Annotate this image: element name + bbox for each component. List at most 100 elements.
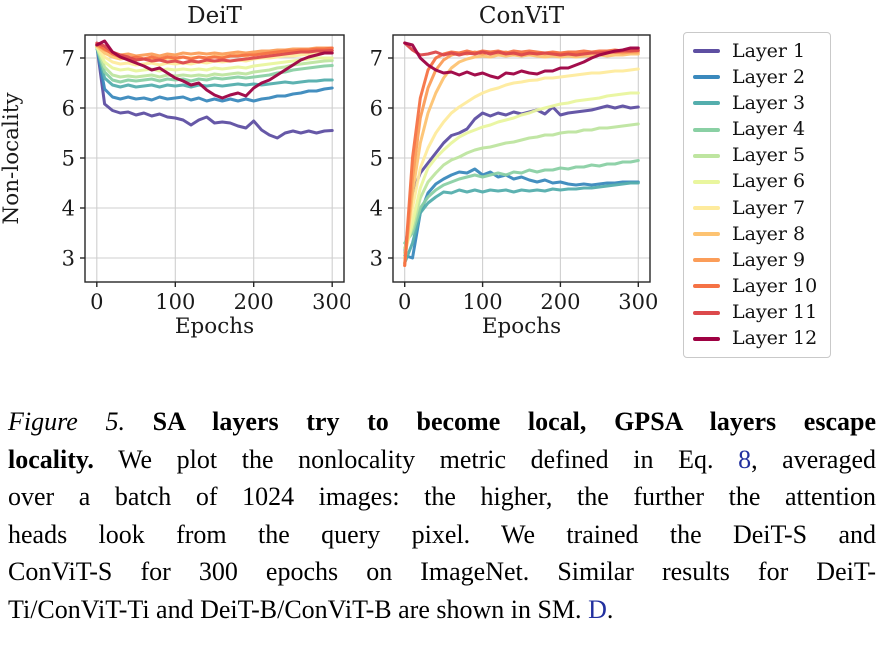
legend-item: Layer 6	[684, 169, 830, 194]
legend-label: Layer 2	[732, 65, 806, 88]
legend-line-swatch	[693, 101, 720, 106]
legend-label: Layer 12	[732, 327, 818, 350]
legend-line-swatch	[693, 179, 720, 184]
y-tick-label: 4	[370, 197, 383, 221]
series-layer-3-line	[95, 45, 334, 89]
legend-label: Layer 1	[732, 39, 806, 62]
layer-legend: Layer 1 Layer 2 Layer 3 Layer 4 Layer 5 Layer…	[683, 32, 831, 358]
legend-line-swatch	[693, 75, 720, 80]
legend-line-swatch	[693, 310, 720, 315]
caption-text-segment: over a batch of 1024 images: the higher,…	[8, 482, 876, 512]
legend-item: Layer 10	[684, 274, 830, 299]
deit-chart: 0 100 200 300 3 4 5 6 7 DeiT Epochs Non-locality	[0, 3, 350, 339]
x-tick-label: 200	[540, 290, 580, 314]
y-tick-label: 4	[62, 197, 75, 221]
legend-item: Layer 1	[684, 39, 830, 64]
x-tick-label: 0	[398, 290, 411, 314]
legend-item: Layer 11	[684, 300, 830, 325]
y-tick-label: 6	[370, 97, 383, 121]
legend-item: Layer 2	[684, 65, 830, 90]
legend-label: Layer 6	[732, 170, 806, 193]
legend-label: Layer 3	[732, 91, 806, 114]
legend-label: Layer 4	[732, 118, 806, 141]
series-layer-12-line	[95, 39, 334, 100]
series-layer-1-line	[95, 44, 334, 140]
series-layer-3-line	[403, 181, 640, 265]
caption-text-segment: ConViT-S for 300 epochs on ImageNet. Sim…	[8, 557, 876, 587]
y-tick-label: 3	[370, 247, 383, 271]
legend-label: Layer 7	[732, 196, 806, 219]
caption-text-segment: SA layers try to become local, GPSA laye…	[152, 407, 876, 436]
legend-line-swatch	[693, 336, 720, 341]
x-tick-label: 0	[90, 290, 103, 314]
y-tick-label: 5	[370, 147, 383, 171]
legend-item: Layer 4	[684, 117, 830, 142]
legend-line-swatch	[693, 153, 720, 158]
legend-item: Layer 3	[684, 91, 830, 116]
legend-label: Layer 10	[732, 274, 818, 297]
x-tick-label: 100	[463, 290, 503, 314]
legend-item: Layer 5	[684, 143, 830, 168]
series-group	[95, 39, 334, 140]
series-layer-12-line	[403, 41, 640, 80]
series-group	[403, 41, 640, 267]
caption-text-segment: heads look from the query pixel. We trai…	[8, 519, 876, 549]
legend-label: Layer 5	[732, 144, 806, 167]
legend-item: Layer 9	[684, 248, 830, 273]
legend-item: Layer 7	[684, 196, 830, 221]
caption-text-segment: locality.	[8, 444, 94, 474]
caption-text-segment: , averaged	[751, 444, 876, 474]
caption-text-segment: We plot the nonlocality metric defined i…	[93, 444, 739, 474]
x-tick-label: 200	[234, 290, 274, 314]
y-tick-label: 7	[370, 47, 383, 71]
x-tick-label: 300	[312, 290, 350, 314]
caption-line: ConViT-S for 300 epochs on ImageNet. Sim…	[8, 553, 876, 591]
caption-text-segment: .	[606, 594, 614, 624]
caption-line: locality. We plot the nonlocality metric…	[8, 441, 876, 479]
x-axis-label: Epochs	[482, 314, 561, 339]
y-tick-label: 5	[62, 147, 75, 171]
series-layer-6-line	[403, 91, 640, 255]
legend-line-swatch	[693, 232, 720, 237]
legend-label: Layer 9	[732, 248, 806, 271]
sm-d-link[interactable]: D	[588, 594, 607, 624]
caption-text-segment: Ti/ConViT-Ti and DeiT-B/ConViT-B are sho…	[8, 594, 589, 624]
caption-text-segment: Figure 5.	[8, 407, 153, 436]
y-tick-label: 6	[62, 97, 75, 121]
series-layer-5-line	[403, 122, 640, 250]
eq-8-link[interactable]: 8	[738, 444, 752, 474]
series-layer-11-line	[95, 41, 334, 65]
caption-line: Figure 5. SA layers try to become local,…	[8, 403, 876, 441]
figure-caption: Figure 5. SA layers try to become local,…	[8, 403, 876, 629]
legend-item: Layer 12	[684, 326, 830, 351]
series-layer-10-line	[95, 42, 334, 61]
series-layer-11-line	[403, 41, 640, 57]
convit-chart: 0 100 200 300 3 4 5 6 7 ConViT Epochs	[370, 3, 659, 339]
y-tick-label: 3	[62, 247, 75, 271]
y-axis-label: Non-locality	[0, 92, 24, 225]
legend-label: Layer 8	[732, 222, 806, 245]
series-layer-6-line	[95, 45, 334, 73]
legend-label: Layer 11	[732, 301, 818, 324]
series-layer-4-line	[403, 159, 640, 245]
x-axis-label: Epochs	[175, 314, 254, 339]
caption-line: Ti/ConViT-Ti and DeiT-B/ConViT-B are sho…	[8, 591, 876, 629]
chart-title: DeiT	[187, 3, 242, 29]
legend-line-swatch	[693, 127, 720, 132]
x-tick-label: 100	[155, 290, 195, 314]
legend-line-swatch	[693, 206, 720, 211]
legend-line-swatch	[693, 284, 720, 289]
caption-line: over a batch of 1024 images: the higher,…	[8, 478, 876, 516]
legend-item: Layer 8	[684, 222, 830, 247]
x-tick-label: 300	[618, 290, 658, 314]
legend-line-swatch	[693, 49, 720, 54]
chart-title: ConViT	[479, 3, 565, 29]
series-layer-7-line	[403, 67, 640, 260]
legend-line-swatch	[693, 258, 720, 263]
series-layer-4-line	[95, 45, 334, 84]
caption-line: heads look from the query pixel. We trai…	[8, 516, 876, 554]
series-layer-2-line	[403, 167, 640, 260]
series-layer-2-line	[95, 45, 334, 103]
y-tick-label: 7	[62, 47, 75, 71]
